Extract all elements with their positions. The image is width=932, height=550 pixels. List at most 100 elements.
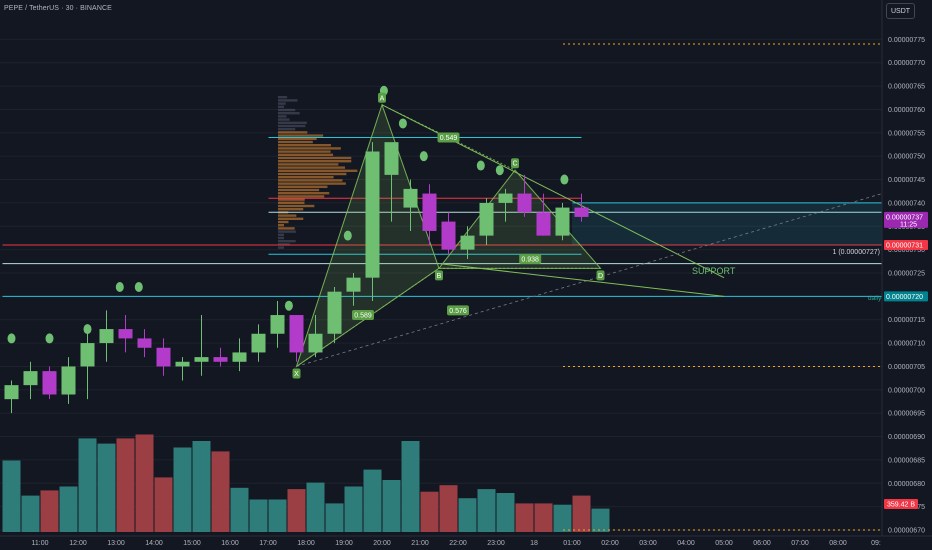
- volume-profile-bar: [278, 233, 284, 236]
- volume-profile-bar: [278, 134, 324, 137]
- volume-profile-bar: [278, 169, 358, 172]
- target-zone: [572, 202, 882, 245]
- volume-bar: [477, 489, 496, 532]
- candle-body: [175, 361, 190, 367]
- price-tick-label: 0.00000725: [888, 271, 925, 278]
- volume-profile-bar: [278, 115, 287, 118]
- candle-body: [251, 333, 266, 353]
- time-tick-label: 02:00: [601, 540, 619, 547]
- pattern-point-marker: [596, 270, 605, 281]
- candle-body: [498, 193, 513, 203]
- volume-profile-bar: [278, 166, 346, 169]
- signal-dot: [115, 282, 124, 293]
- time-tick-label: 08:00: [829, 540, 847, 547]
- price-tick-label: 0.00000690: [888, 434, 925, 441]
- volume-profile-bar: [278, 121, 307, 124]
- volume-profile-bar: [278, 128, 296, 131]
- price-tick-label: 0.00000710: [888, 341, 925, 348]
- volume-profile-bar: [278, 217, 304, 220]
- candle-body: [403, 188, 418, 208]
- signal-dot: [343, 230, 352, 241]
- volume-bar: [230, 487, 249, 532]
- price-tick-label: 0.00000700: [888, 387, 925, 394]
- price-tick-label: 0.00000670: [888, 528, 925, 535]
- volume-profile-bar: [278, 185, 328, 188]
- pattern-point-label-d: D: [598, 273, 603, 280]
- volume-profile-bar: [278, 172, 347, 176]
- candle-body: [517, 193, 532, 213]
- volume-bar: [287, 489, 306, 532]
- volume-bar: [591, 508, 610, 532]
- candle-body: [4, 385, 19, 400]
- price-tick-label: 0.00000770: [888, 60, 925, 67]
- volume-bar: [344, 486, 363, 532]
- price-tick-label: 0.00000695: [888, 411, 925, 418]
- pattern-point-label-c: C: [512, 161, 517, 168]
- candle-body: [555, 207, 570, 236]
- candle-body: [365, 151, 380, 278]
- volume-bar: [40, 490, 59, 532]
- price-tag: [884, 239, 928, 250]
- volume-profile-bar: [278, 137, 317, 140]
- price-tick-label: 0.00000685: [888, 457, 925, 464]
- candle-body: [156, 347, 171, 367]
- ratio-marker: [447, 305, 469, 316]
- volume-profile-bar: [278, 144, 331, 147]
- volume-bar: [97, 443, 116, 532]
- time-tick-label: 12:00: [69, 540, 87, 547]
- volume-bar: [382, 480, 401, 532]
- time-tick-label: 16:00: [221, 540, 239, 547]
- ratio-label: 0.576: [449, 308, 467, 315]
- volume-profile-bar: [278, 208, 304, 211]
- candle-body: [232, 352, 247, 362]
- signal-dot: [134, 282, 143, 293]
- volume-bar: [325, 503, 344, 532]
- price-tick-label: 0.00000705: [888, 364, 925, 371]
- time-tick-label: 03:00: [639, 540, 657, 547]
- volume-profile-bar: [278, 220, 289, 224]
- signal-dot: [398, 118, 407, 129]
- candle-body: [479, 202, 494, 236]
- fib-level-label: 1 (0.00000727): [833, 249, 880, 256]
- symbol-legend[interactable]: PEPE / TetherUS · 30 · BINANCE: [4, 5, 112, 12]
- volume-bar: [192, 441, 211, 532]
- signal-dot: [495, 165, 504, 176]
- time-tick-label: 22:00: [449, 540, 467, 547]
- price-tick-label: 0.00000680: [888, 481, 925, 488]
- time-tick-label: 20:00: [373, 540, 391, 547]
- time-tick-label: 05:00: [715, 540, 733, 547]
- volume-bar: [249, 499, 268, 532]
- price-tick-label: 0.00000760: [888, 107, 925, 114]
- time-tick-label: 13:00: [107, 540, 125, 547]
- pattern-point-label-b: B: [437, 273, 442, 280]
- candle-body: [574, 207, 589, 217]
- volume-bar: [553, 504, 572, 532]
- volume-profile-bar: [278, 182, 346, 185]
- signal-dot: [560, 174, 569, 185]
- candle-body: [441, 221, 456, 250]
- volume-profile-bar: [278, 118, 290, 121]
- volume-profile-bar: [278, 112, 300, 115]
- pattern-point-label-x: X: [294, 371, 299, 378]
- volume-bar: [116, 438, 135, 532]
- currency-button[interactable]: USDT: [886, 3, 915, 19]
- price-tick-label: 0.00000775: [888, 37, 925, 44]
- volume-bar: [515, 503, 534, 532]
- time-tick-label: 18:00: [297, 540, 315, 547]
- pattern-point-marker: [378, 92, 386, 103]
- time-tick-label: 17:00: [259, 540, 277, 547]
- ratio-label: 0.589: [354, 313, 372, 320]
- candle-body: [536, 212, 551, 236]
- volume-bar: [21, 495, 40, 532]
- signal-dot: [419, 151, 428, 162]
- volume-profile-bar: [278, 188, 320, 192]
- volume-bar: [534, 503, 553, 532]
- ratio-label: 0.549: [440, 135, 458, 142]
- volume-profile-bar: [278, 147, 341, 150]
- pattern-point-marker: [511, 158, 519, 169]
- time-tick-label: 06:00: [753, 540, 771, 547]
- time-tick-label: 04:00: [677, 540, 695, 547]
- candle-body: [384, 142, 399, 175]
